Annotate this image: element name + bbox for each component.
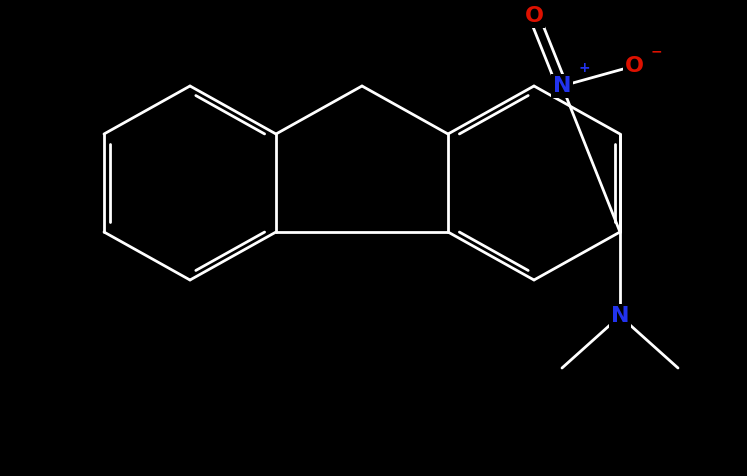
Text: N: N [553,76,571,96]
Text: O: O [624,56,643,76]
Text: −: − [650,44,662,58]
Text: O: O [524,6,544,26]
Text: +: + [578,61,590,75]
Text: N: N [611,306,629,326]
